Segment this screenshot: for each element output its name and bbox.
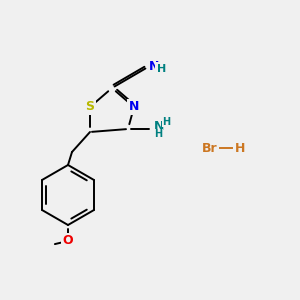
Text: H: H <box>235 142 245 154</box>
Text: S: S <box>85 100 94 113</box>
Text: Br: Br <box>202 142 218 154</box>
Text: N: N <box>149 59 159 73</box>
Text: N: N <box>154 121 164 134</box>
Text: H: H <box>157 64 166 74</box>
Text: H: H <box>154 129 162 139</box>
Text: H: H <box>162 117 170 127</box>
Text: O: O <box>63 235 73 248</box>
Text: N: N <box>129 100 139 113</box>
